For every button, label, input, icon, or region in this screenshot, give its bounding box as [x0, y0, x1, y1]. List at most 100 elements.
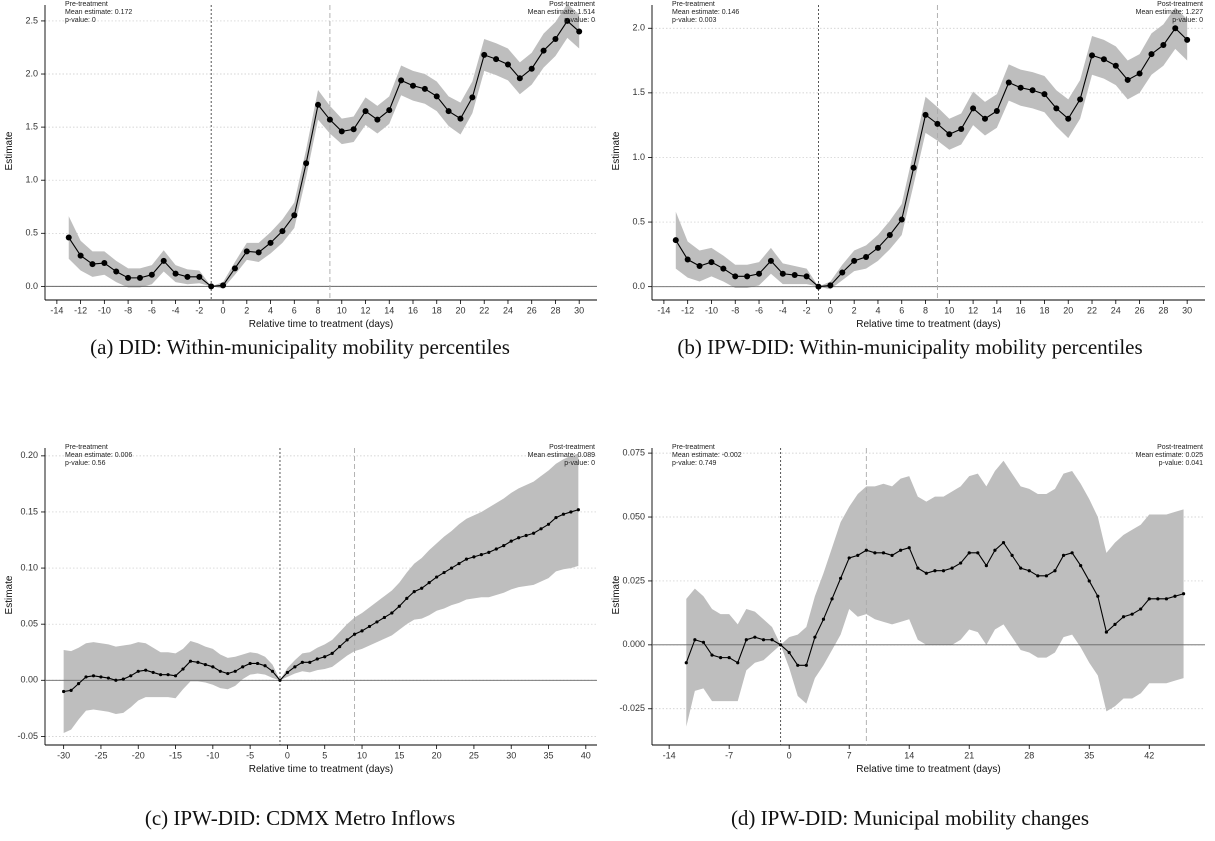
- estimate-point: [787, 650, 791, 655]
- post-annotation: p-value: 0: [564, 460, 595, 467]
- estimate-point: [718, 656, 723, 660]
- estimate-point: [1053, 569, 1057, 573]
- estimate-point: [554, 515, 558, 520]
- estimate-point: [84, 675, 88, 679]
- estimate-point: [270, 669, 275, 673]
- x-tick-label: -2: [195, 305, 203, 315]
- caption: (b) IPW-DID: Within-municipality mobilit…: [677, 335, 1142, 359]
- estimate-point: [1036, 574, 1040, 578]
- y-tick-label: 2.0: [632, 23, 645, 33]
- estimate-point: [315, 657, 319, 661]
- x-tick-label: 6: [292, 305, 297, 315]
- estimate-point: [744, 638, 748, 642]
- estimate-point: [457, 115, 464, 122]
- estimate-point: [1087, 579, 1091, 583]
- estimate-point: [502, 544, 506, 548]
- caption: (c) IPW-DID: CDMX Metro Inflows: [145, 806, 455, 830]
- x-tick-label: 8: [316, 305, 321, 315]
- x-tick-label: 0: [221, 305, 226, 315]
- x-tick-label: 35: [544, 750, 554, 760]
- estimate-point: [815, 283, 822, 290]
- x-tick-label: 18: [432, 305, 442, 315]
- estimate-point: [375, 620, 379, 624]
- x-tick-label: 30: [574, 305, 584, 315]
- estimate-point: [101, 260, 108, 267]
- y-tick-label: 1.5: [25, 121, 38, 131]
- y-tick-label: 0.20: [20, 450, 38, 460]
- estimate-point: [303, 160, 310, 167]
- estimate-point: [672, 237, 679, 244]
- estimate-point: [967, 551, 971, 555]
- estimate-point: [531, 531, 536, 535]
- estimate-point: [231, 265, 238, 272]
- estimate-point: [517, 536, 521, 540]
- post-annotation: Post-treatment: [549, 1, 595, 8]
- estimate-point: [62, 689, 66, 694]
- estimate-point: [427, 581, 431, 585]
- estimate-point: [226, 671, 230, 676]
- estimate-point: [129, 674, 133, 678]
- estimate-point: [779, 643, 783, 647]
- estimate-point: [874, 244, 881, 251]
- x-tick-label: 21: [964, 750, 974, 760]
- estimate-point: [412, 590, 416, 594]
- estimate-point: [1160, 42, 1167, 49]
- estimate-point: [338, 128, 345, 135]
- estimate-point: [767, 257, 774, 264]
- estimate-point: [487, 550, 491, 554]
- pre-annotation: Pre-treatment: [65, 444, 108, 451]
- estimate-point: [1010, 553, 1014, 557]
- x-tick-label: 10: [337, 305, 347, 315]
- x-tick-label: 0: [787, 750, 792, 760]
- estimate-point: [255, 661, 260, 666]
- estimate-point: [218, 669, 222, 673]
- estimate-point: [839, 576, 843, 580]
- pre-annotation: p-value: 0.003: [672, 17, 716, 24]
- estimate-point: [196, 660, 200, 664]
- estimate-point: [1100, 56, 1107, 63]
- x-tick-label: 42: [1144, 750, 1154, 760]
- estimate-point: [1029, 87, 1036, 94]
- estimate-point: [744, 273, 751, 280]
- estimate-point: [421, 85, 428, 92]
- estimate-point: [576, 508, 580, 512]
- y-tick-label: 0.00: [20, 675, 38, 685]
- estimate-point: [1184, 36, 1191, 43]
- panel: -0.025 0.000 0.025 0.050 0.075 -14 -7 0 7 14 21 28 3…: [611, 444, 1205, 830]
- estimate-point: [756, 270, 763, 277]
- estimate-point: [864, 548, 868, 552]
- estimate-point: [435, 575, 439, 579]
- post-annotation: Post-treatment: [1157, 444, 1203, 451]
- estimate-point: [472, 555, 476, 559]
- estimate-point: [993, 107, 1000, 114]
- estimate-point: [362, 108, 369, 115]
- estimate-point: [255, 249, 262, 256]
- panel: -0.05 0.00 0.05 0.10 0.15 0.20 -30 -25 -20 -15 -10…: [4, 444, 597, 830]
- estimate-point: [981, 115, 988, 122]
- estimate-point: [181, 667, 185, 671]
- estimate-point: [279, 228, 286, 235]
- estimate-point: [248, 661, 252, 666]
- estimate-point: [993, 548, 997, 552]
- estimate-point: [243, 248, 250, 255]
- estimate-point: [136, 274, 143, 281]
- x-tick-label: 18: [1039, 305, 1049, 315]
- x-tick-label: 7: [847, 750, 852, 760]
- estimate-point: [1156, 597, 1160, 601]
- x-tick-label: 4: [268, 305, 273, 315]
- pre-annotation: Pre-treatment: [672, 1, 715, 8]
- y-tick-label: 1.0: [25, 175, 38, 185]
- estimate-point: [1077, 96, 1084, 103]
- x-tick-label: 14: [904, 750, 914, 760]
- estimate-point: [946, 131, 953, 138]
- x-tick-label: -8: [124, 305, 132, 315]
- x-tick-label: -10: [705, 305, 718, 315]
- estimate-point: [1079, 564, 1083, 568]
- post-annotation: Mean estimate: 0.089: [528, 452, 595, 459]
- y-tick-label: 1.0: [632, 152, 645, 162]
- x-tick-label: -6: [148, 305, 156, 315]
- estimate-point: [1112, 62, 1119, 69]
- x-tick-label: 26: [527, 305, 537, 315]
- estimate-point: [1136, 70, 1143, 77]
